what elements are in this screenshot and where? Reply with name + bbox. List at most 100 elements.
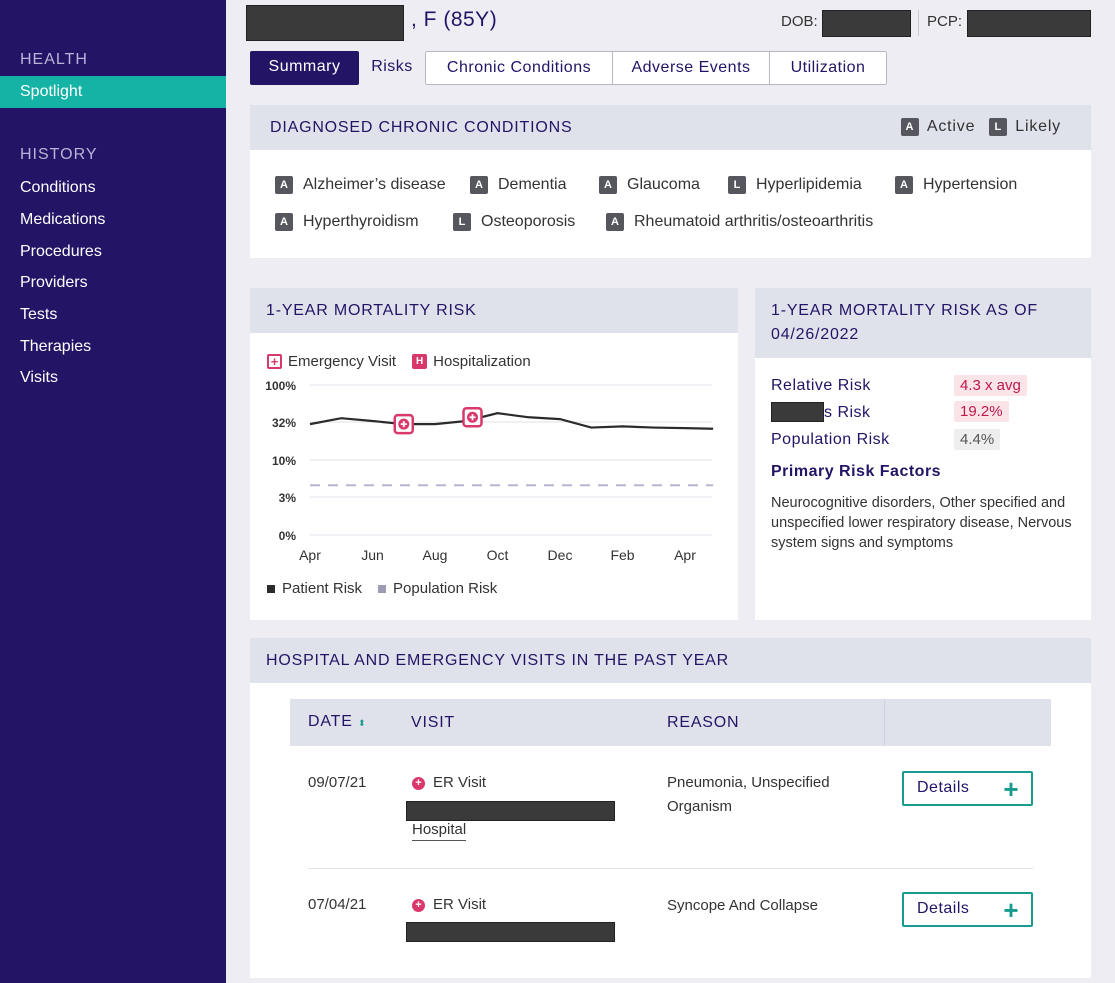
sidebar-item-tests[interactable]: Tests <box>20 306 58 323</box>
column-reason: REASON <box>667 714 740 731</box>
visit-type: + ER Visit <box>412 893 486 917</box>
tab-risks[interactable]: Risks <box>371 58 413 75</box>
patient-risk-value: 19.2% <box>954 401 1009 422</box>
tab-chronic-conditions[interactable]: Chronic Conditions <box>426 52 613 84</box>
legend-active: A Active <box>900 118 975 136</box>
visits-title: HOSPITAL AND EMERGENCY VISITS IN THE PAS… <box>266 651 729 669</box>
visits-card: HOSPITAL AND EMERGENCY VISITS IN THE PAS… <box>250 638 1091 978</box>
active-badge-icon: A <box>275 176 293 194</box>
condition-label: Osteoporosis <box>481 213 576 230</box>
series-legend: Patient Risk Population Risk <box>267 580 497 597</box>
dob-value-redacted <box>822 10 911 37</box>
sidebar-section-history: HISTORY <box>20 146 98 163</box>
condition-item: A Dementia <box>470 176 566 194</box>
patient-header: , F (85Y) DOB: PCP: <box>246 0 1115 44</box>
risk-summary-header: 1-YEAR MORTALITY RISK AS OF 04/26/2022 <box>755 288 1091 358</box>
patient-risk-label: s Risk <box>824 404 871 421</box>
risk-summary-title: 1-YEAR MORTALITY RISK AS OF 04/26/2022 <box>771 302 1038 343</box>
active-badge-icon: A <box>900 118 919 136</box>
facility-redacted <box>406 922 615 942</box>
facility-link[interactable]: Hospital <box>412 820 467 841</box>
condition-label: Alzheimer’s disease <box>303 176 446 193</box>
condition-item: A Hypertension <box>895 176 1017 194</box>
er-visit-icon: + <box>412 777 425 790</box>
condition-label: Dementia <box>498 176 567 193</box>
tab-summary[interactable]: Summary <box>250 51 359 85</box>
sidebar-item-providers[interactable]: Providers <box>20 274 88 291</box>
x-tick-label: Jun <box>361 547 384 563</box>
condition-item: A Glaucoma <box>599 176 700 194</box>
condition-label: Glaucoma <box>627 176 700 193</box>
tab-group: Chronic Conditions Adverse Events Utiliz… <box>425 51 887 85</box>
y-tick-label: 3% <box>279 491 297 505</box>
chronic-conditions-card: DIAGNOSED CHRONIC CONDITIONS A Active L … <box>250 105 1091 258</box>
details-button[interactable]: Details + <box>902 892 1033 927</box>
sidebar-item-procedures[interactable]: Procedures <box>20 243 102 260</box>
legend-likely-label: Likely <box>1015 118 1061 135</box>
tab-bar: Summary Risks Chronic Conditions Adverse… <box>250 51 887 85</box>
visits-table-header: DATE ⬍ VISIT REASON <box>290 699 1051 746</box>
details-button-label: Details <box>917 900 970 917</box>
y-tick-label: 32% <box>272 416 296 430</box>
active-badge-icon: A <box>599 176 617 194</box>
mortality-risk-chart: 100%32%10%3%0%Apr Jun Aug Oct Dec Feb Apr <box>265 379 714 563</box>
likely-badge-icon: L <box>453 213 471 231</box>
event-legend: + Emergency Visit H Hospitalization <box>267 353 531 370</box>
chronic-conditions-title: DIAGNOSED CHRONIC CONDITIONS <box>270 118 573 136</box>
details-button[interactable]: Details + <box>902 771 1033 806</box>
condition-item: L Hyperlipidemia <box>728 176 862 194</box>
sidebar-item-therapies[interactable]: Therapies <box>20 338 92 355</box>
tab-utilization[interactable]: Utilization <box>770 52 886 84</box>
visit-reason: Pneumonia, Unspecified Organism <box>667 774 830 815</box>
condition-label: Hypertension <box>923 176 1018 193</box>
condition-item: L Osteoporosis <box>453 213 575 231</box>
chronic-conditions-header: DIAGNOSED CHRONIC CONDITIONS A Active L … <box>250 105 1091 150</box>
column-visit: VISIT <box>411 714 456 731</box>
visit-type: + ER Visit <box>412 771 486 795</box>
legend-patient-risk: Patient Risk <box>282 580 363 597</box>
emergency-visit-marker-plus <box>469 414 476 421</box>
header-divider <box>918 10 919 36</box>
active-badge-icon: A <box>606 213 624 231</box>
dob-label: DOB: <box>781 13 818 30</box>
facility-redacted <box>406 801 615 821</box>
mortality-risk-header: 1-YEAR MORTALITY RISK <box>250 288 738 333</box>
column-date[interactable]: DATE ⬍ <box>308 713 367 730</box>
active-badge-icon: A <box>895 176 913 194</box>
patient-name-redacted <box>246 5 404 41</box>
primary-risk-factors-text: Neurocognitive disorders, Other specifie… <box>771 495 1072 551</box>
pcp-label: PCP: <box>927 13 963 30</box>
condition-label: Rheumatoid arthritis/osteoarthritis <box>634 213 874 230</box>
condition-item: A Alzheimer’s disease <box>275 176 446 194</box>
tab-adverse-events[interactable]: Adverse Events <box>613 52 770 84</box>
er-visit-icon: + <box>412 899 425 912</box>
x-tick-label: Apr <box>299 547 321 563</box>
hospitalization-icon: H <box>412 354 428 369</box>
population-risk-value: 4.4% <box>954 429 1001 450</box>
legend-likely: L Likely <box>989 118 1061 136</box>
primary-risk-factors-title: Primary Risk Factors <box>771 463 942 480</box>
sidebar-item-spotlight[interactable]: Spotlight <box>0 76 226 108</box>
sidebar-item-conditions[interactable]: Conditions <box>20 179 96 196</box>
x-tick-label: Dec <box>548 547 573 563</box>
population-risk-label: Population Risk <box>771 431 890 448</box>
patient-risk-line <box>309 412 714 430</box>
sidebar: HEALTH Spotlight HISTORY Conditions Medi… <box>0 0 226 983</box>
sidebar-item-visits[interactable]: Visits <box>20 369 58 386</box>
population-risk-swatch-icon <box>378 584 387 593</box>
visits-header: HOSPITAL AND EMERGENCY VISITS IN THE PAS… <box>250 638 1091 683</box>
active-badge-icon: A <box>470 176 488 194</box>
y-tick-label: 0% <box>279 529 297 543</box>
pcp-value-redacted <box>967 10 1091 37</box>
active-badge-icon: A <box>275 213 293 231</box>
sidebar-section-health: HEALTH <box>20 51 88 68</box>
visit-date: 07/04/21 <box>308 896 367 913</box>
patient-risk-swatch-icon <box>267 584 275 593</box>
condition-label: Hyperthyroidism <box>303 213 419 230</box>
emergency-visit-icon: + <box>267 354 282 369</box>
sidebar-item-medications[interactable]: Medications <box>20 211 106 228</box>
details-button-label: Details <box>917 779 970 796</box>
legend-emergency-visit: Emergency Visit <box>288 353 397 370</box>
x-tick-label: Feb <box>610 547 634 563</box>
mortality-risk-card: 1-YEAR MORTALITY RISK + Emergency Visit … <box>250 288 738 620</box>
